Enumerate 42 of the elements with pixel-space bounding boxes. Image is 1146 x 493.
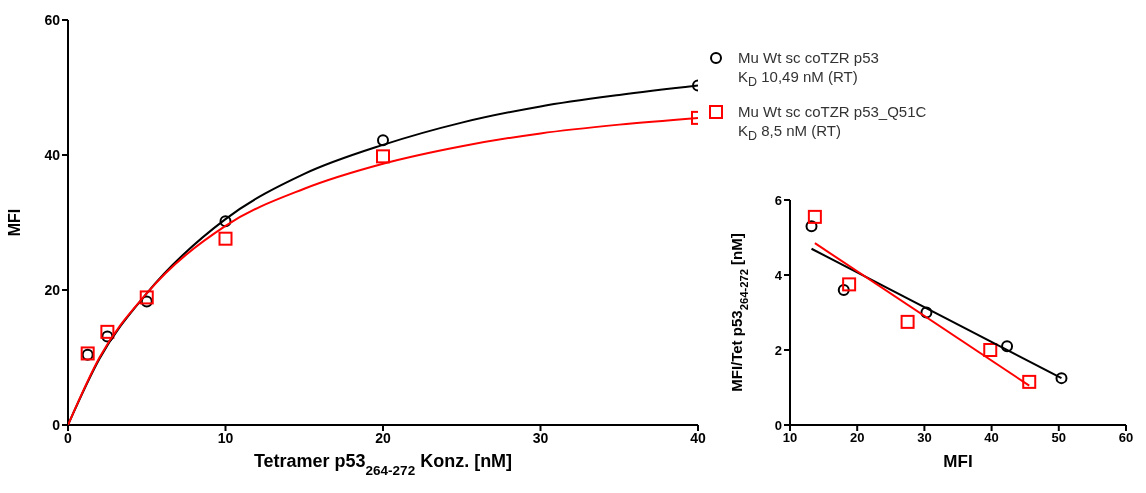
legend-label: Mu Wt sc coTZR p53 K$_{D}$ 10,49 nM (RT) [738,48,879,91]
x-tick-label: 60 [1118,430,1134,446]
y-tick-label: 60 [44,11,61,28]
y-tick-label: 4 [774,267,783,283]
point [376,149,390,164]
point [140,295,153,308]
x-axis-title: MFI [943,452,973,471]
point [377,134,389,147]
point [900,314,915,329]
y-tick-label: 2 [774,342,782,358]
point [983,343,998,357]
point [219,215,232,228]
x-tick-label: 30 [532,429,549,446]
point [1001,340,1014,353]
y-tick-label: 6 [774,192,782,208]
x-tick-label: 20 [375,429,391,446]
x-tick-label: 40 [690,429,706,446]
x-tick-label: 0 [64,429,73,446]
y-tick-label: 40 [44,146,61,163]
y-tick-label: 20 [44,281,61,298]
point [807,209,822,224]
x-tick-label: 50 [1051,430,1067,446]
point [837,284,850,296]
x-tick-label: 10 [782,430,798,446]
point [842,277,857,292]
x-axis-title: Tetramer p53$_{264-272}$ Konz. [nM] [253,451,513,478]
legend-label: Mu Wt sc coTZR p53_Q51C K$_{D}$ 8,5 nM (RT) [738,102,927,145]
x-tick-label: 40 [984,430,999,446]
point [920,306,933,319]
y-tick-label: 0 [774,417,782,433]
point [101,330,114,343]
point [1022,374,1037,389]
point [805,220,818,233]
point [100,324,115,339]
point [139,290,154,305]
x-tick-label: 30 [917,430,932,446]
y-tick-label: 0 [52,416,61,433]
y-axis-title: MFI [6,208,23,237]
x-tick-label: 20 [849,430,865,446]
point [1055,372,1068,385]
point [218,231,233,246]
x-tick-label: 10 [217,429,234,446]
